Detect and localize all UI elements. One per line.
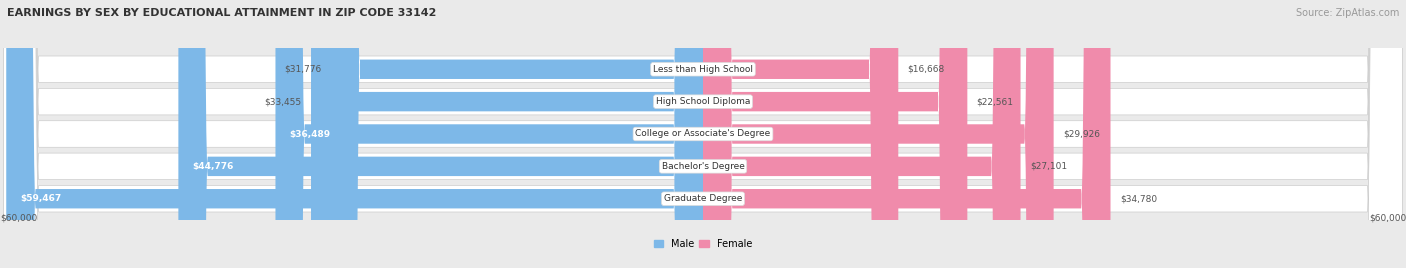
FancyBboxPatch shape [311,0,703,268]
Text: $60,000: $60,000 [0,214,37,223]
FancyBboxPatch shape [330,0,703,268]
Text: $31,776: $31,776 [284,65,322,74]
Text: Bachelor's Degree: Bachelor's Degree [662,162,744,171]
Text: $59,467: $59,467 [20,194,62,203]
FancyBboxPatch shape [3,0,1403,268]
Text: EARNINGS BY SEX BY EDUCATIONAL ATTAINMENT IN ZIP CODE 33142: EARNINGS BY SEX BY EDUCATIONAL ATTAINMEN… [7,8,436,18]
Text: $36,489: $36,489 [290,129,330,139]
Text: College or Associate's Degree: College or Associate's Degree [636,129,770,139]
Text: $33,455: $33,455 [264,97,302,106]
Text: $34,780: $34,780 [1119,194,1157,203]
Text: $29,926: $29,926 [1063,129,1099,139]
FancyBboxPatch shape [276,0,703,268]
Text: High School Diploma: High School Diploma [655,97,751,106]
FancyBboxPatch shape [3,0,1403,268]
Text: $44,776: $44,776 [193,162,233,171]
Text: Less than High School: Less than High School [652,65,754,74]
FancyBboxPatch shape [3,0,1403,268]
FancyBboxPatch shape [703,0,898,268]
Text: Source: ZipAtlas.com: Source: ZipAtlas.com [1295,8,1399,18]
FancyBboxPatch shape [703,0,1111,268]
FancyBboxPatch shape [6,0,703,268]
Text: $16,668: $16,668 [908,65,945,74]
FancyBboxPatch shape [3,0,1403,268]
FancyBboxPatch shape [3,0,1403,268]
FancyBboxPatch shape [703,0,1053,268]
Text: $27,101: $27,101 [1031,162,1067,171]
Text: Graduate Degree: Graduate Degree [664,194,742,203]
Text: $22,561: $22,561 [977,97,1014,106]
FancyBboxPatch shape [703,0,1021,268]
FancyBboxPatch shape [703,0,967,268]
Legend: Male, Female: Male, Female [650,235,756,253]
FancyBboxPatch shape [179,0,703,268]
Text: $60,000: $60,000 [1369,214,1406,223]
